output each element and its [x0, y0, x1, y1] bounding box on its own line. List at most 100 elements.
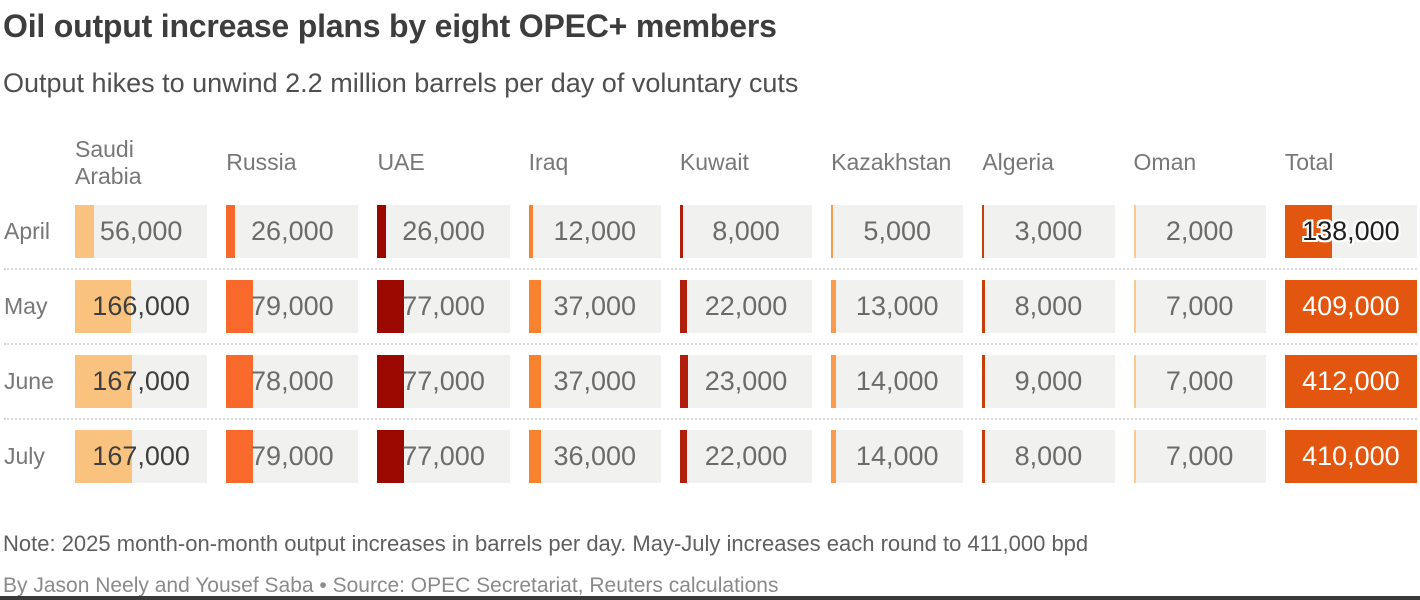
cell-value: 5,000 — [863, 216, 931, 246]
table-cell: 36,000 — [528, 430, 661, 483]
table-cell: 77,000 — [377, 430, 510, 483]
cell-value: 37,000 — [553, 291, 637, 321]
column-header-oman: Oman — [1133, 149, 1197, 176]
cell-value: 78,000 — [251, 366, 334, 396]
row-separator — [4, 418, 1417, 420]
table-cell: 14,000 — [831, 430, 964, 483]
value-bar — [831, 205, 834, 258]
table-cell: 37,000 — [528, 280, 661, 333]
table-cell: 5,000 — [831, 205, 964, 258]
cell-value: 36,000 — [553, 441, 637, 471]
table-cell: 410,000 — [1284, 430, 1417, 483]
table-cell: 22,000 — [679, 280, 813, 333]
table-cell: 8,000 — [679, 205, 813, 258]
table-cell: 167,000 — [75, 430, 208, 483]
table-cell: 7,000 — [1133, 355, 1266, 408]
table-cell: 26,000 — [226, 205, 359, 258]
table-cell: 77,000 — [377, 280, 510, 333]
page-title: Oil output increase plans by eight OPEC+… — [3, 8, 777, 44]
cell-value: 167,000 — [92, 366, 190, 396]
value-bar — [1284, 430, 1417, 483]
table-cell: 8,000 — [982, 280, 1115, 333]
table-cell: 7,000 — [1133, 430, 1266, 483]
row-separator — [4, 343, 1417, 345]
cell-value: 409,000 — [1302, 291, 1400, 321]
table-cell: 13,000 — [831, 280, 964, 333]
column-header-kazakhstan: Kazakhstan — [831, 149, 952, 176]
table-cell: 56,000 — [75, 205, 208, 258]
table-header-row: Saudi Arabia Russia UAE Iraq Kuwait Kazakhsta… — [4, 130, 1417, 196]
table-cell: 8,000 — [982, 430, 1115, 483]
table-cell: 26,000 — [377, 205, 510, 258]
value-bar — [982, 430, 986, 483]
value-bar — [679, 280, 688, 333]
value-bar — [982, 280, 986, 333]
cell-value: 12,000 — [553, 216, 637, 246]
table-cell: 79,000 — [226, 430, 359, 483]
table-row: July 167,000 79,000 77,000 36,000 22,000 14,00… — [4, 430, 1417, 483]
cell-value: 8,000 — [1014, 441, 1083, 471]
table-cell: 2,000 — [1133, 205, 1266, 258]
row-label: June — [4, 368, 54, 394]
cell-value: 26,000 — [251, 216, 334, 246]
value-bar — [528, 355, 542, 408]
cell-value: 138,000 — [1302, 216, 1400, 246]
cell-value: 22,000 — [704, 441, 788, 471]
cell-value: 79,000 — [251, 291, 334, 321]
cell-value: 77,000 — [402, 366, 485, 396]
row-label: April — [4, 218, 51, 244]
table-row: May 166,000 79,000 77,000 37,000 22,000 13,000… — [4, 280, 1417, 333]
value-bar — [1133, 355, 1136, 408]
table-cell: 9,000 — [982, 355, 1115, 408]
value-bar — [75, 430, 132, 483]
cell-value: 8,000 — [1014, 291, 1083, 321]
cell-value: 8,000 — [712, 216, 780, 246]
cell-value: 23,000 — [704, 366, 788, 396]
value-bar — [831, 355, 836, 408]
bottom-crop-bar — [0, 596, 1420, 600]
table-cell: 78,000 — [226, 355, 359, 408]
table-cell: 14,000 — [831, 355, 964, 408]
cell-value: 2,000 — [1165, 216, 1234, 246]
cell-value: 3,000 — [1014, 216, 1083, 246]
value-bar — [831, 280, 836, 333]
byline-source: By Jason Neely and Yousef Saba • Source:… — [3, 574, 779, 597]
row-label: July — [4, 443, 45, 469]
cell-value: 26,000 — [402, 216, 485, 246]
cell-value: 7,000 — [1165, 441, 1234, 471]
table-row: April 56,000 26,000 26,000 12,000 8,000 5,000 3… — [4, 205, 1417, 258]
value-bar — [1133, 280, 1136, 333]
cell-value: 22,000 — [704, 291, 788, 321]
value-bar — [831, 430, 836, 483]
value-bar — [528, 205, 533, 258]
value-bar — [226, 355, 253, 408]
value-bar — [226, 430, 254, 483]
value-bar — [75, 355, 132, 408]
table-cell: 409,000 — [1284, 280, 1417, 333]
cell-value: 37,000 — [553, 366, 637, 396]
table-cell: 79,000 — [226, 280, 359, 333]
table-cell: 138,000 — [1284, 205, 1417, 258]
value-bar — [1133, 205, 1136, 258]
value-bar — [75, 280, 132, 333]
table-row: June 167,000 78,000 77,000 37,000 23,000 14,00… — [4, 355, 1417, 408]
cell-value: 56,000 — [99, 216, 183, 246]
table-cell: 7,000 — [1133, 280, 1266, 333]
value-bar — [679, 355, 688, 408]
cell-value: 7,000 — [1165, 291, 1234, 321]
note-text: Note: 2025 month-on-month output increas… — [3, 531, 1089, 556]
cell-value: 14,000 — [855, 441, 939, 471]
cell-value: 77,000 — [402, 291, 485, 321]
value-bar — [1284, 355, 1417, 408]
value-bar — [679, 430, 688, 483]
cell-value: 167,000 — [92, 441, 190, 471]
table-cell: 77,000 — [377, 355, 510, 408]
value-bar — [528, 280, 542, 333]
column-header-saudi-arabia: Saudi Arabia — [75, 135, 142, 189]
table-cell: 166,000 — [75, 280, 208, 333]
table-cell: 12,000 — [528, 205, 661, 258]
value-bar — [75, 205, 95, 258]
value-bar — [982, 205, 985, 258]
column-header-iraq: Iraq — [528, 149, 569, 176]
